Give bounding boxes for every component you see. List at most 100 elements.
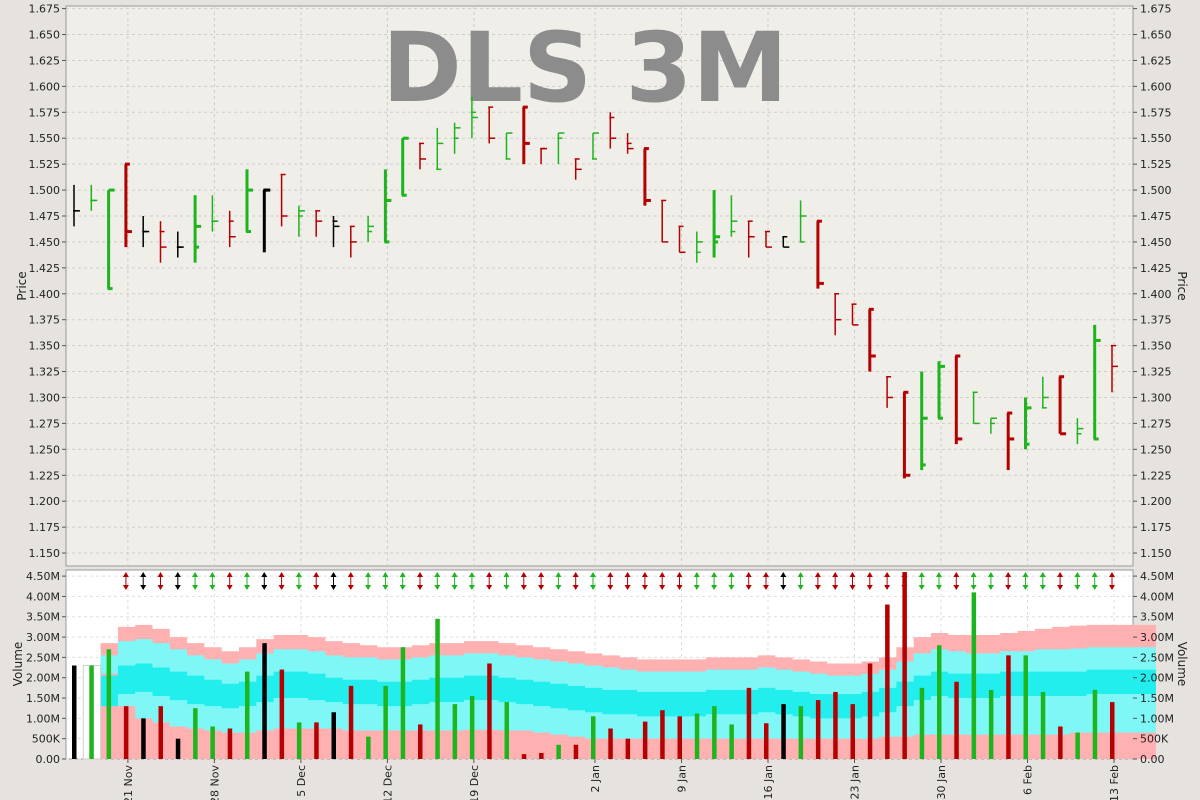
ohlc-bar: [1041, 376, 1049, 409]
volume-bar: [106, 649, 112, 759]
volume-bar: [971, 592, 977, 759]
volume-bar: [469, 696, 475, 759]
ohlc-bar: [920, 371, 928, 471]
ohlc-bar: [1024, 397, 1032, 450]
chart-title-watermark: DLS 3M: [382, 12, 788, 124]
signal-arrow: [313, 572, 320, 590]
ohlc-bar: [228, 210, 236, 248]
ohlc-bar: [782, 235, 790, 248]
ohlc-bar: [367, 216, 375, 242]
ohlc-bar: [193, 195, 202, 263]
price-axis-right: 1.150 1.175 1.200 1.225 1.250 1.275 1.300 1.325…: [1133, 3, 1172, 560]
ohlc-bar: [332, 216, 340, 248]
signal-arrow: [953, 572, 960, 590]
signal-arrow: [866, 572, 873, 590]
volume-tick-label: 4.50M: [1140, 570, 1174, 583]
volume-tick-label: 1.00M: [26, 712, 60, 725]
volume-tick-label: 2.50M: [26, 651, 60, 664]
signal-arrow: [641, 572, 648, 590]
volume-bar: [625, 738, 631, 759]
volume-bar: [556, 744, 561, 759]
signal-arrow: [192, 572, 199, 590]
volume-tick-label: 2.50M: [1140, 651, 1174, 664]
price-axis-title-right: Price: [1175, 271, 1189, 300]
price-panel: [65, 5, 1134, 567]
volume-bar: [850, 704, 855, 759]
signal-arrow: [209, 572, 216, 590]
signal-arrow: [486, 572, 493, 590]
volume-bar: [521, 754, 527, 759]
ohlc-bar: [1111, 344, 1118, 393]
volume-bar: [902, 572, 907, 759]
ohlc-bar: [972, 391, 980, 425]
volume-bar: [435, 618, 440, 759]
ohlc-bar: [954, 354, 963, 445]
signal-arrow: [711, 572, 718, 590]
signal-arrow: [936, 572, 942, 590]
signal-arrow: [157, 572, 164, 590]
price-tick-label: 1.350: [29, 340, 61, 353]
volume-tick-label: 0.00: [36, 753, 61, 766]
price-tick-label: 1.500: [29, 184, 61, 197]
ohlc-bar: [661, 199, 669, 243]
signal-markers: [122, 572, 1115, 590]
signal-arrow: [1022, 572, 1029, 590]
ohlc-bar: [383, 169, 392, 244]
ohlc-bar: [609, 112, 617, 149]
ohlc-bar: [505, 132, 513, 160]
volume-bar: [539, 752, 544, 759]
volume-bar: [919, 687, 925, 759]
volume-bar: [227, 728, 233, 759]
volume-bars: [72, 572, 1115, 759]
ohlc-bar: [765, 230, 772, 248]
volume-bar: [1040, 691, 1046, 759]
date-tick-label: 30 Jan: [935, 765, 948, 799]
volume-bar: [383, 685, 388, 759]
ohlc-bar: [643, 147, 651, 206]
volume-tick-label: 2.00M: [26, 672, 60, 685]
ohlc-bar: [816, 219, 824, 289]
ohlc-bar: [626, 133, 634, 154]
ohlc-bar: [902, 390, 911, 479]
volume-bar: [867, 663, 873, 759]
ohlc-bar: [349, 225, 357, 258]
price-tick-label: 1.425: [29, 262, 61, 275]
volume-bar: [175, 738, 181, 759]
ohlc-bar: [730, 195, 738, 237]
volume-bar: [262, 643, 267, 759]
ohlc-bar: [540, 147, 548, 165]
price-tick-label: 1.575: [1140, 106, 1172, 119]
ohlc-bar: [419, 142, 426, 170]
ohlc-bar: [1006, 411, 1015, 471]
volume-bar: [885, 604, 890, 759]
volume-bar: [937, 645, 942, 759]
price-tick-label: 1.475: [1140, 210, 1172, 223]
price-tick-label: 1.225: [29, 469, 61, 482]
signal-arrow: [884, 572, 891, 590]
ohlc-bar: [851, 303, 859, 326]
volume-bar: [366, 736, 371, 759]
volume-bar: [1110, 702, 1115, 759]
price-tick-label: 1.375: [1140, 314, 1172, 327]
ohlc-bar: [401, 136, 409, 197]
signal-arrow: [624, 572, 631, 590]
price-bars: [73, 96, 1118, 479]
ohlc-bar: [886, 375, 894, 408]
price-tick-label: 1.350: [1140, 340, 1172, 353]
volume-bar: [89, 665, 94, 759]
volume-bar: [348, 685, 354, 759]
volume-bar: [694, 713, 700, 759]
ohlc-bar: [90, 184, 98, 211]
price-tick-label: 1.250: [29, 443, 61, 456]
signal-arrow: [987, 572, 994, 590]
signal-arrow: [607, 572, 614, 590]
signal-arrow: [434, 572, 441, 590]
signal-arrow: [417, 572, 423, 590]
signal-arrow: [1039, 572, 1046, 590]
volume-bar: [660, 710, 665, 759]
price-tick-label: 1.475: [29, 210, 61, 223]
volume-tick-label: 2.00M: [1140, 672, 1174, 685]
ohlc-bar: [436, 127, 444, 171]
volume-bar: [746, 687, 752, 759]
price-tick-label: 1.575: [29, 106, 61, 119]
